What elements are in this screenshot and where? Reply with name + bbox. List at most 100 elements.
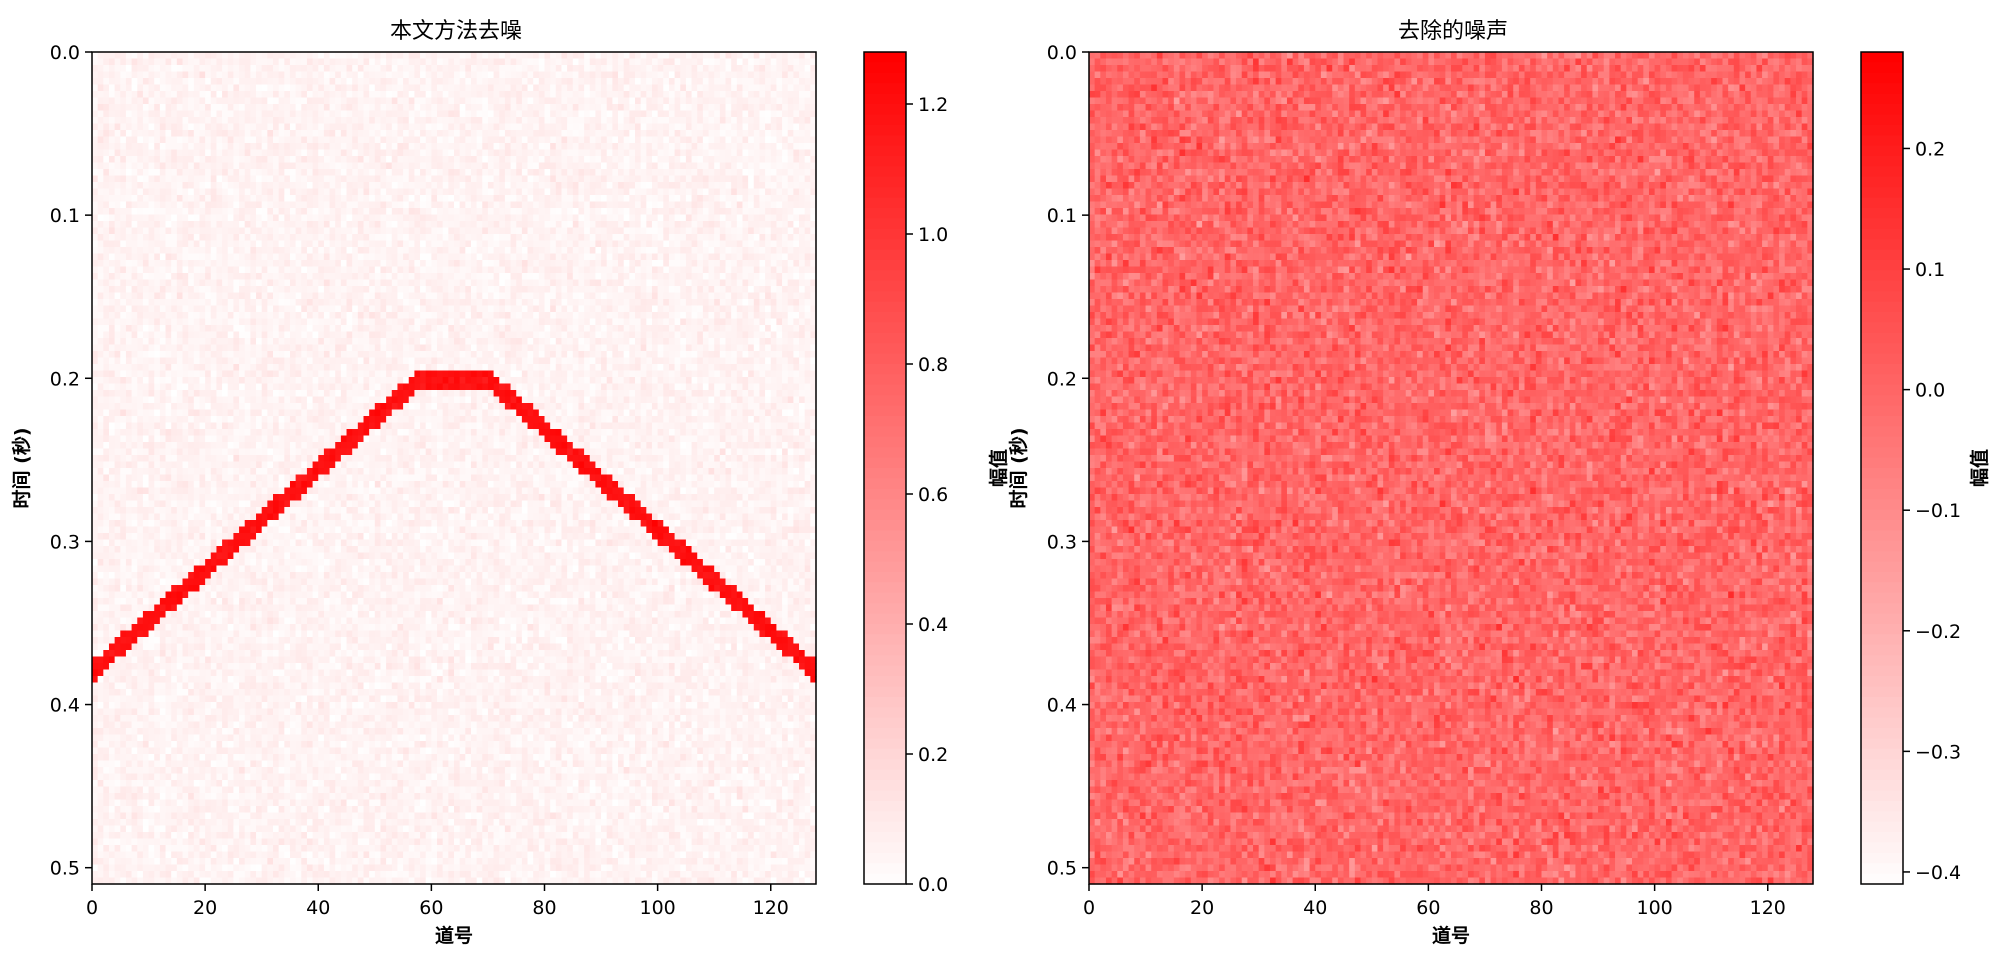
heatmap-cell	[753, 234, 761, 242]
heatmap-cell	[103, 162, 110, 170]
heatmap-cell	[369, 234, 376, 242]
heatmap-cell	[397, 260, 404, 268]
heatmap-cell	[222, 52, 229, 60]
heatmap-cell	[657, 201, 664, 209]
heatmap-cell	[482, 136, 489, 144]
heatmap-cell	[646, 156, 653, 164]
heatmap-cell	[470, 273, 478, 281]
heatmap-cell	[533, 260, 540, 268]
heatmap-cell	[606, 143, 613, 151]
heatmap-cell	[414, 279, 421, 287]
heatmap-cell	[776, 182, 783, 190]
heatmap-cell	[397, 279, 404, 287]
heatmap-cell	[363, 162, 370, 170]
heatmap-cell	[799, 253, 806, 261]
heatmap-cell	[504, 195, 512, 203]
heatmap-cell	[431, 279, 438, 287]
heatmap-cell	[256, 143, 263, 151]
heatmap-cell	[352, 266, 359, 274]
heatmap-cell	[222, 91, 229, 99]
heatmap-cell	[674, 279, 681, 287]
heatmap-cell	[714, 188, 721, 196]
heatmap-cell	[567, 136, 574, 144]
heatmap-cell	[142, 286, 150, 294]
heatmap-cell	[521, 65, 529, 73]
heatmap-cell	[618, 260, 625, 268]
heatmap-cell	[657, 208, 664, 216]
heatmap-cell	[736, 227, 744, 235]
heatmap-cell	[403, 273, 410, 281]
heatmap-cell	[555, 182, 563, 190]
heatmap-cell	[340, 91, 348, 99]
heatmap-cell	[414, 201, 421, 209]
heatmap-cell	[799, 299, 806, 307]
heatmap-cell	[159, 175, 167, 183]
heatmap-cell	[312, 279, 319, 287]
heatmap-cell	[148, 162, 155, 170]
heatmap-cell	[114, 156, 121, 164]
heatmap-cell	[680, 266, 687, 274]
heatmap-cell	[227, 143, 235, 151]
heatmap-cell	[680, 156, 687, 164]
heatmap-cell	[708, 136, 715, 144]
heatmap-cell	[301, 260, 308, 268]
heatmap-cell	[188, 273, 195, 281]
heatmap-cell	[504, 175, 512, 183]
heatmap-cell	[521, 58, 529, 66]
heatmap-cell	[538, 143, 546, 151]
heatmap-cell	[250, 201, 257, 209]
heatmap-cell	[92, 188, 99, 196]
heatmap-cell	[295, 208, 302, 216]
heatmap-cell	[250, 78, 257, 86]
heatmap-cell	[793, 240, 800, 248]
heatmap-cell	[748, 260, 755, 268]
heatmap-cell	[431, 52, 438, 60]
heatmap-cell	[352, 78, 359, 86]
heatmap-cell	[601, 149, 608, 157]
heatmap-cell	[239, 58, 246, 66]
heatmap-cell	[454, 91, 461, 99]
heatmap-cell	[810, 78, 817, 86]
heatmap-cell	[357, 130, 365, 138]
heatmap-cell	[787, 234, 794, 242]
heatmap-cell	[335, 247, 342, 255]
heatmap-cell	[555, 279, 563, 287]
heatmap-cell	[233, 162, 240, 170]
heatmap-cell	[250, 110, 257, 118]
heatmap-cell	[239, 188, 246, 196]
heatmap-cell	[538, 123, 546, 131]
heatmap-cell	[804, 162, 811, 170]
heatmap-cell	[527, 247, 534, 255]
heatmap-cell	[391, 201, 399, 209]
heatmap-cell	[584, 117, 591, 125]
heatmap-cell	[374, 299, 382, 307]
heatmap-cell	[431, 214, 438, 222]
heatmap-cell	[301, 78, 308, 86]
heatmap-cell	[92, 253, 99, 261]
heatmap-cell	[714, 201, 721, 209]
heatmap-cell	[227, 182, 235, 190]
heatmap-cell	[748, 240, 755, 248]
heatmap-cell	[352, 149, 359, 157]
heatmap-cell	[793, 214, 800, 222]
heatmap-cell	[685, 65, 693, 73]
heatmap-cell	[346, 117, 353, 125]
heatmap-cell	[205, 227, 212, 235]
heatmap-cell	[601, 253, 608, 261]
heatmap-cell	[159, 240, 167, 248]
heatmap-cell	[748, 71, 755, 79]
heatmap-cell	[431, 227, 438, 235]
heatmap-cell	[108, 156, 116, 164]
heatmap-cell	[114, 104, 121, 112]
heatmap-cell	[323, 292, 331, 300]
heatmap-cell	[793, 149, 800, 157]
heatmap-cell	[753, 156, 761, 164]
heatmap-cell	[691, 221, 698, 229]
heatmap-cell	[799, 227, 806, 235]
heatmap-cell	[250, 253, 257, 261]
heatmap-cell	[176, 130, 184, 138]
heatmap-cell	[323, 214, 331, 222]
heatmap-cell	[397, 195, 404, 203]
heatmap-cell	[312, 208, 319, 216]
heatmap-cell	[516, 240, 523, 248]
